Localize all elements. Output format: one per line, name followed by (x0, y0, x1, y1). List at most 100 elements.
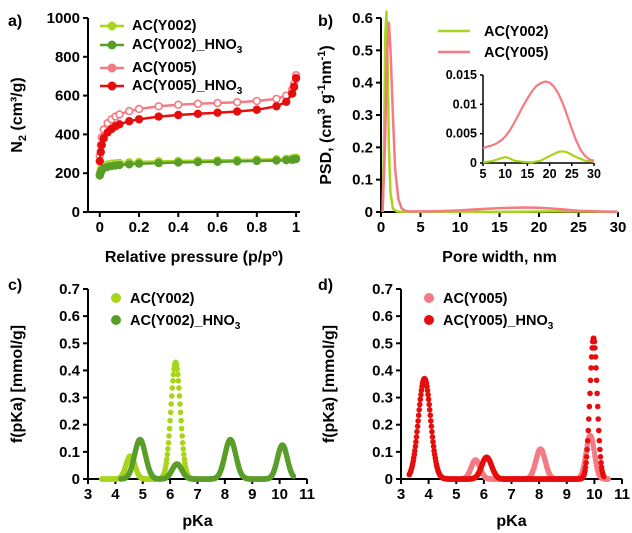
x-tick-label: 5 (480, 167, 487, 181)
data-point (181, 451, 187, 458)
data-point (168, 401, 174, 407)
legend-name-sub: 3 (548, 321, 554, 332)
legend-name: AC(Y002) (130, 291, 195, 307)
y-axis-label: PSD, (cm3 g-1nm-1) (316, 45, 335, 184)
y-tick-label: 0.015 (446, 68, 477, 82)
data-point (178, 417, 184, 424)
data-point (585, 427, 592, 434)
legend-name: AC(Y005)_HNO (443, 313, 548, 329)
data-point (252, 156, 262, 166)
data-point (413, 434, 420, 440)
data-point (597, 446, 603, 453)
data-point (165, 446, 171, 452)
x-tick-label: 0.2 (129, 219, 150, 236)
legend-name: AC(Y002)_HNO (132, 37, 237, 53)
legend-name: AC(Y005) (132, 60, 197, 76)
data-point (289, 82, 299, 92)
data-point (165, 440, 172, 446)
x-tick-label: 0.6 (207, 219, 228, 236)
y-tick-label: 0 (72, 204, 80, 221)
data-point (213, 98, 222, 108)
panel-label: a) (8, 13, 22, 30)
series-ac-y002-hnohno3 (118, 436, 297, 482)
data-point (272, 94, 281, 104)
data-point (96, 147, 105, 157)
panel-c: c) 3 4 5 6 7 8 9 10 11 0 0.1 0.2 0.3 0.4 0.5 0.6 0.7 AC(Y0… (8, 277, 315, 530)
x-tick-label: 5 (139, 486, 147, 503)
y-label-part: PSD, (cm (318, 114, 335, 184)
x-tick-label: 7 (507, 486, 515, 503)
y-tick-label: 0.005 (446, 127, 477, 141)
data-point (134, 159, 144, 168)
y-tick-label: 0 (365, 204, 373, 221)
y-tick-label: 0.5 (59, 335, 80, 352)
x-tick-label: 3 (397, 486, 405, 503)
legend-marker (107, 81, 117, 91)
data-point (125, 106, 134, 116)
y-label-sup: -1 (316, 51, 328, 61)
y-tick-label: 600 (55, 88, 80, 105)
legend-marker (424, 315, 434, 325)
y-label-sub: 2 (17, 135, 29, 141)
legend-entry: AC(Y002) (484, 24, 549, 40)
data-point (193, 157, 203, 167)
legend-entry: AC(Y002)_HNO3 (130, 313, 241, 332)
series-line (381, 21, 619, 213)
series-ac-y005- (381, 21, 619, 213)
data-point (596, 427, 602, 434)
y-tick-label: 0.01 (453, 97, 477, 111)
legend-name: AC(Y005) (443, 291, 508, 307)
data-point (213, 108, 222, 117)
legend-marker (107, 21, 117, 31)
y-tick-label: 0.6 (59, 308, 80, 325)
data-point (175, 371, 181, 378)
y-label-sup: -1 (316, 84, 328, 94)
data-point (167, 417, 173, 424)
data-point (154, 112, 163, 121)
legend-entry: AC(Y002) (132, 18, 197, 34)
legend-marker (111, 315, 121, 325)
data-point (592, 354, 599, 360)
data-point (232, 107, 242, 116)
legend-marker (111, 293, 121, 303)
data-point (170, 371, 177, 378)
data-point (424, 387, 431, 394)
data-point (584, 446, 590, 453)
data-point (417, 396, 424, 403)
x-tick-label: 1 (292, 219, 300, 236)
y-tick-label: 800 (55, 49, 80, 66)
inset-series-line (482, 150, 595, 164)
data-point (586, 416, 592, 422)
y-tick-label: 0.4 (352, 75, 374, 92)
data-point (166, 433, 172, 439)
y-axis-label: N2 (cm³/g) (9, 77, 29, 152)
y-tick-label: 0 (385, 471, 393, 488)
x-tick-label: 11 (614, 486, 630, 503)
legend-name-sub: 3 (237, 45, 243, 56)
data-point (414, 428, 420, 435)
y-axis-label: f(pKa) [mmol/g] (9, 325, 26, 443)
data-point (594, 403, 601, 410)
panel-label: b) (318, 13, 333, 30)
y-tick-label: 0.6 (372, 308, 393, 325)
data-point (428, 418, 434, 424)
x-tick-label: 20 (543, 167, 557, 181)
y-tick-label: 0.3 (352, 107, 373, 124)
data-point (582, 464, 589, 471)
data-point (429, 428, 435, 435)
data-point (179, 440, 186, 446)
y-tick-label: 1000 (47, 10, 80, 27)
y-tick-label: 0.3 (372, 390, 393, 407)
data-point (134, 104, 144, 114)
x-tick-label: 10 (452, 219, 469, 236)
data-point (252, 105, 262, 114)
data-point (291, 73, 301, 83)
data-point (174, 366, 180, 373)
x-tick-label: 5 (452, 486, 460, 503)
legend-entry: AC(Y005) (484, 45, 549, 61)
data-point (154, 102, 163, 111)
legend-entry: AC(Y002) (130, 291, 195, 307)
data-point (425, 396, 432, 403)
x-axis-label: pKa (496, 513, 526, 530)
data-point (176, 393, 183, 399)
